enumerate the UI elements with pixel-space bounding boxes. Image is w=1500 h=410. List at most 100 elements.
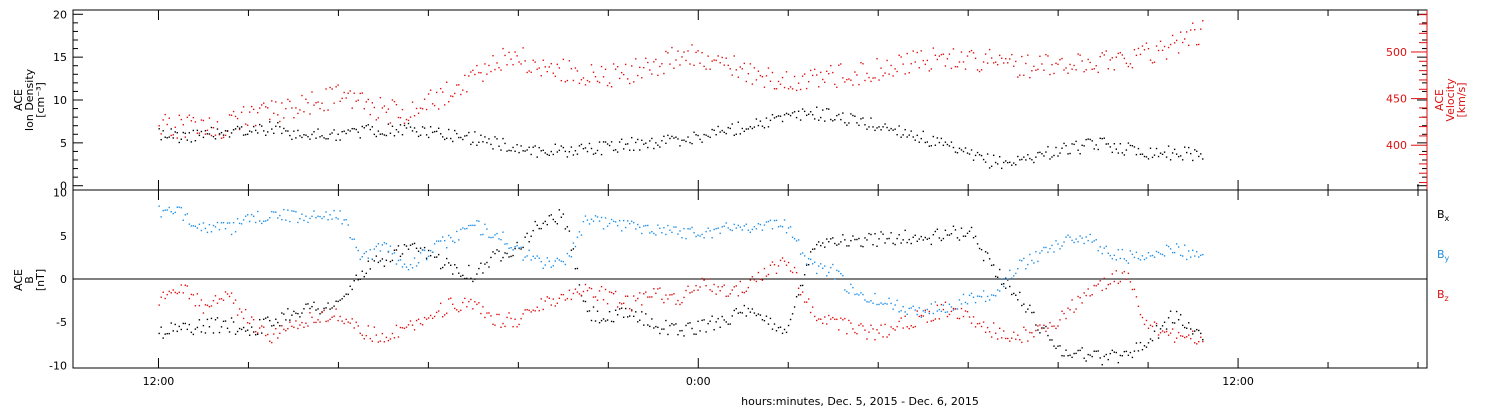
ion-density-point [514,150,516,152]
ion-density-point [538,146,540,149]
bx-point [1129,351,1132,354]
bz-point [846,332,848,335]
ion-density-point [651,137,653,140]
by-point [789,226,792,228]
bz-point [860,323,862,325]
bx-point [912,236,914,238]
y-tick-label: 10 [53,94,67,107]
bx-point [687,322,689,325]
bx-point [214,319,217,321]
velocity-point [830,64,832,67]
bx-point [681,329,683,332]
bz-point [665,294,667,296]
bx-point [397,245,400,247]
by-point [641,232,643,235]
by-point [480,234,482,236]
ion-density-point [1003,161,1005,164]
bx-point [534,220,536,223]
by-point [665,233,667,236]
bx-point [1051,339,1053,341]
bz-point [1175,337,1178,339]
ion-density-point [701,141,703,143]
bx-point [1121,355,1124,357]
velocity-point [182,124,184,126]
by-point [335,216,337,219]
bz-point [1143,323,1146,326]
by-point [403,263,406,265]
bz-point [747,286,750,289]
velocity-point [635,58,637,60]
velocity-point [212,127,215,129]
bz-point [639,292,641,294]
bz-point [240,311,243,313]
by-point [224,227,227,230]
bx-point [1071,356,1073,359]
ion-density-point [1107,143,1109,145]
ion-density-point [707,135,709,138]
velocity-point [592,71,595,73]
velocity-point [958,61,961,63]
by-point [1185,258,1188,261]
ion-density-point [1063,142,1065,145]
velocity-point [289,100,291,103]
velocity-point [612,63,615,65]
ion-density-point [387,123,390,125]
by-point [474,224,476,227]
velocity-point [948,53,951,55]
velocity-point [323,109,325,112]
bx-point [1155,324,1158,327]
ion-density-point [679,145,681,147]
bz-point [775,272,778,275]
ion-density-point [226,130,229,132]
bx-point [460,275,462,277]
bz-point [723,284,725,286]
by-point [916,313,918,316]
by-point [1067,234,1069,236]
bz-point [222,299,225,301]
ion-density-point [982,158,985,161]
ion-density-point [263,130,265,132]
velocity-point [1093,68,1095,70]
ion-density-point [703,133,705,136]
bx-point [930,243,933,246]
bz-point [761,279,764,281]
bx-point [293,310,295,313]
by-point [1035,250,1037,253]
ion-density-point [409,126,412,128]
ion-density-point [709,136,711,139]
ion-density-point [452,140,454,143]
ion-density-point [401,133,404,136]
bx-point [492,251,494,253]
bz-point [226,293,229,295]
ion-density-point [673,137,675,139]
bx-point [653,327,655,329]
bz-point [1171,328,1174,330]
bz-point [1103,277,1105,280]
by-point [397,259,400,262]
bz-point [558,297,561,299]
by-point [673,226,675,228]
bx-point [1079,349,1081,352]
ion-density-point [968,153,971,155]
by-point [624,226,627,229]
velocity-point [1087,58,1089,61]
velocity-point [1194,28,1196,31]
velocity-point [616,66,619,68]
bx-point [870,233,872,236]
ion-density-point [407,122,410,125]
by-point [972,296,975,298]
bz-point [840,317,842,319]
bz-point [631,310,633,312]
ion-density-point [299,135,301,137]
by-point [490,236,492,239]
ion-density-point [1089,138,1091,141]
by-point [361,256,363,258]
bz-point [988,331,991,333]
velocity-point [1103,54,1105,56]
velocity-point [504,54,506,57]
by-point [182,219,184,221]
velocity-point [351,107,353,109]
ion-density-point [787,113,790,116]
bx-point [1025,311,1027,313]
velocity-point [775,88,778,90]
